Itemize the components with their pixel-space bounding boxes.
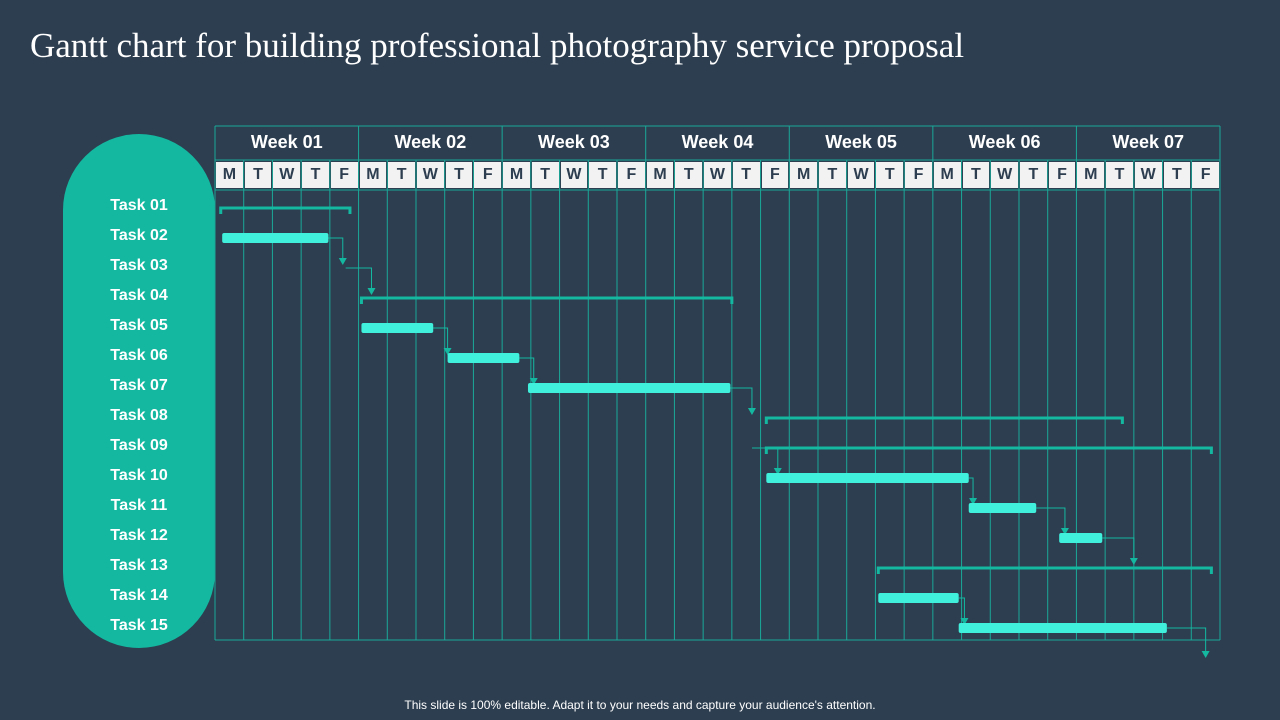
day-label: W xyxy=(1134,162,1162,188)
task-label: Task 01 xyxy=(110,197,168,214)
summary-bar xyxy=(764,446,1213,454)
link-arrow xyxy=(443,348,452,355)
summary-bar xyxy=(876,566,1213,574)
task-bar xyxy=(1059,533,1103,543)
week-label: Week 03 xyxy=(538,132,610,152)
task-bar xyxy=(968,503,1037,513)
day-label: F xyxy=(330,162,358,188)
day-label: T xyxy=(531,162,559,188)
link-arrow xyxy=(747,408,756,415)
link-connector xyxy=(968,477,974,499)
task-label: Task 09 xyxy=(110,437,168,454)
day-label: F xyxy=(761,162,789,188)
day-label: T xyxy=(876,162,904,188)
day-label: T xyxy=(388,162,415,188)
task-bar xyxy=(766,473,969,483)
task-label: Task 03 xyxy=(110,257,168,274)
summary-bar xyxy=(219,206,352,214)
day-label: W xyxy=(704,162,731,188)
link-arrow xyxy=(960,618,969,625)
day-label: T xyxy=(1019,162,1047,188)
footer-note: This slide is 100% editable. Adapt it to… xyxy=(404,698,876,712)
day-label: F xyxy=(617,162,645,188)
link-connector xyxy=(519,357,535,379)
task-bar xyxy=(878,593,959,603)
task-bar xyxy=(527,383,731,393)
day-label: W xyxy=(560,162,588,188)
link-connector xyxy=(328,237,344,259)
link-connector xyxy=(345,267,372,289)
task-bar xyxy=(447,353,520,363)
week-label: Week 07 xyxy=(1112,132,1185,152)
week-label: Week 06 xyxy=(968,132,1041,152)
link-arrow xyxy=(1129,558,1138,565)
task-label: Task 02 xyxy=(110,227,168,244)
task-label: Task 04 xyxy=(110,287,168,304)
link-connector xyxy=(958,597,965,619)
day-label: W xyxy=(273,162,301,188)
day-label: M xyxy=(216,162,243,188)
link-connector xyxy=(1036,507,1066,529)
day-label: F xyxy=(1048,162,1076,188)
link-connector xyxy=(1102,537,1135,559)
day-label: F xyxy=(1192,162,1219,188)
day-label: M xyxy=(503,162,530,188)
task-label: Task 08 xyxy=(110,407,168,424)
task-label: Task 05 xyxy=(110,317,168,334)
week-label: Week 02 xyxy=(394,132,467,152)
summary-bar xyxy=(359,296,734,304)
link-arrow xyxy=(773,468,782,475)
link-connector xyxy=(751,447,779,469)
task-label: Task 15 xyxy=(110,617,168,634)
task-bar xyxy=(222,233,329,243)
day-label: T xyxy=(962,162,990,188)
day-label: T xyxy=(1106,162,1133,188)
task-label: Task 06 xyxy=(110,347,168,364)
summary-bar xyxy=(764,416,1124,424)
day-label: T xyxy=(244,162,272,188)
day-label: F xyxy=(905,162,932,188)
task-label: Task 10 xyxy=(110,467,168,484)
day-label: M xyxy=(359,162,387,188)
day-label: T xyxy=(732,162,760,188)
slide-title: Gantt chart for building professional ph… xyxy=(30,26,965,65)
task-label: Task 12 xyxy=(110,527,168,544)
day-label: T xyxy=(818,162,846,188)
task-label: Task 13 xyxy=(110,557,168,574)
link-connector xyxy=(730,387,753,409)
link-arrow xyxy=(969,498,978,505)
day-label: M xyxy=(646,162,674,188)
day-label: F xyxy=(474,162,502,188)
link-arrow xyxy=(367,288,376,295)
week-label: Week 01 xyxy=(250,132,323,152)
link-arrow xyxy=(1201,651,1210,658)
link-connector xyxy=(433,327,449,349)
day-label: W xyxy=(847,162,875,188)
day-label: T xyxy=(589,162,616,188)
link-connector xyxy=(1166,627,1207,652)
task-bar xyxy=(958,623,1167,633)
day-label: W xyxy=(416,162,444,188)
link-arrow xyxy=(338,258,347,265)
day-label: T xyxy=(302,162,329,188)
day-label: M xyxy=(790,162,817,188)
task-label: Task 11 xyxy=(110,497,168,514)
link-arrow xyxy=(1060,528,1069,535)
day-label: M xyxy=(933,162,961,188)
week-label: Week 05 xyxy=(825,132,897,152)
task-label: Task 14 xyxy=(110,587,168,604)
task-list-panel xyxy=(63,134,215,648)
task-label: Task 07 xyxy=(110,377,168,394)
day-label: T xyxy=(1163,162,1191,188)
day-label: T xyxy=(675,162,703,188)
day-label: M xyxy=(1077,162,1105,188)
task-bar xyxy=(361,323,434,333)
day-label: T xyxy=(445,162,473,188)
day-label: W xyxy=(991,162,1018,188)
link-arrow xyxy=(529,378,538,385)
week-label: Week 04 xyxy=(681,132,754,152)
